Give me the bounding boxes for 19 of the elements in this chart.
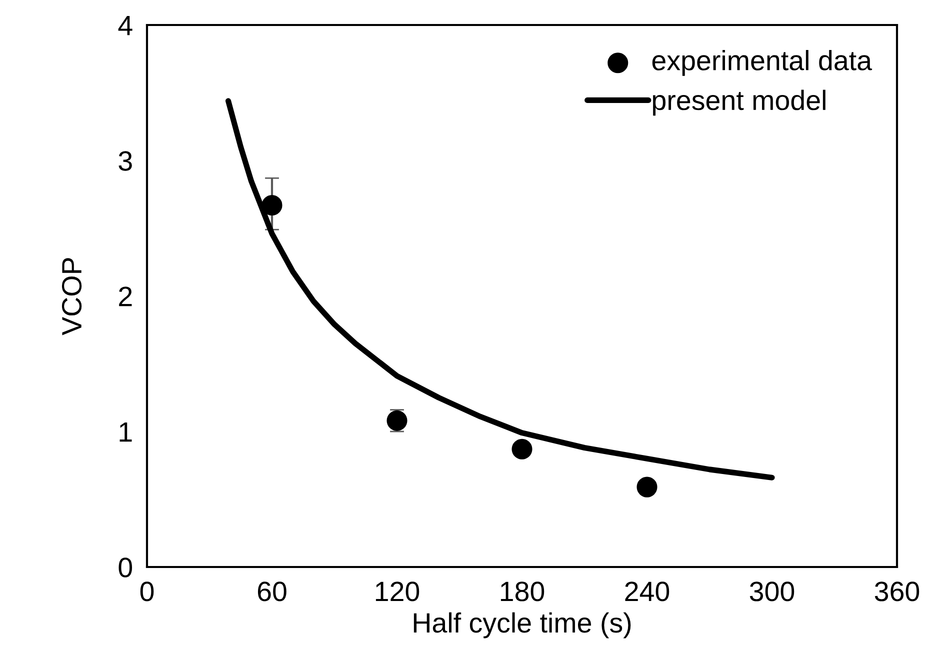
x-tick-label: 240 (625, 582, 670, 602)
y-tick-label: 2 (119, 286, 132, 306)
x-tick-label: 360 (874, 582, 920, 602)
point (636, 476, 658, 498)
x-tick-label: 0 (140, 582, 154, 602)
y-tick-label: 0 (118, 558, 132, 578)
y-tick-label: 1 (120, 422, 132, 442)
y-axis-title: VCOP (62, 258, 82, 336)
x-tick-label: 180 (500, 582, 544, 602)
x-axis-title: Half cycle time (s) (414, 612, 631, 638)
legend-label: experimental data (652, 50, 872, 76)
x-tick-label: 60 (258, 582, 286, 602)
y-tick-label: 3 (118, 151, 132, 171)
point (262, 194, 282, 216)
legend-label: present model (653, 90, 826, 116)
x-tick-label: 120 (376, 582, 420, 602)
point (512, 438, 532, 460)
x-tick-label: 300 (750, 582, 794, 602)
y-tick-label: 4 (118, 16, 132, 36)
